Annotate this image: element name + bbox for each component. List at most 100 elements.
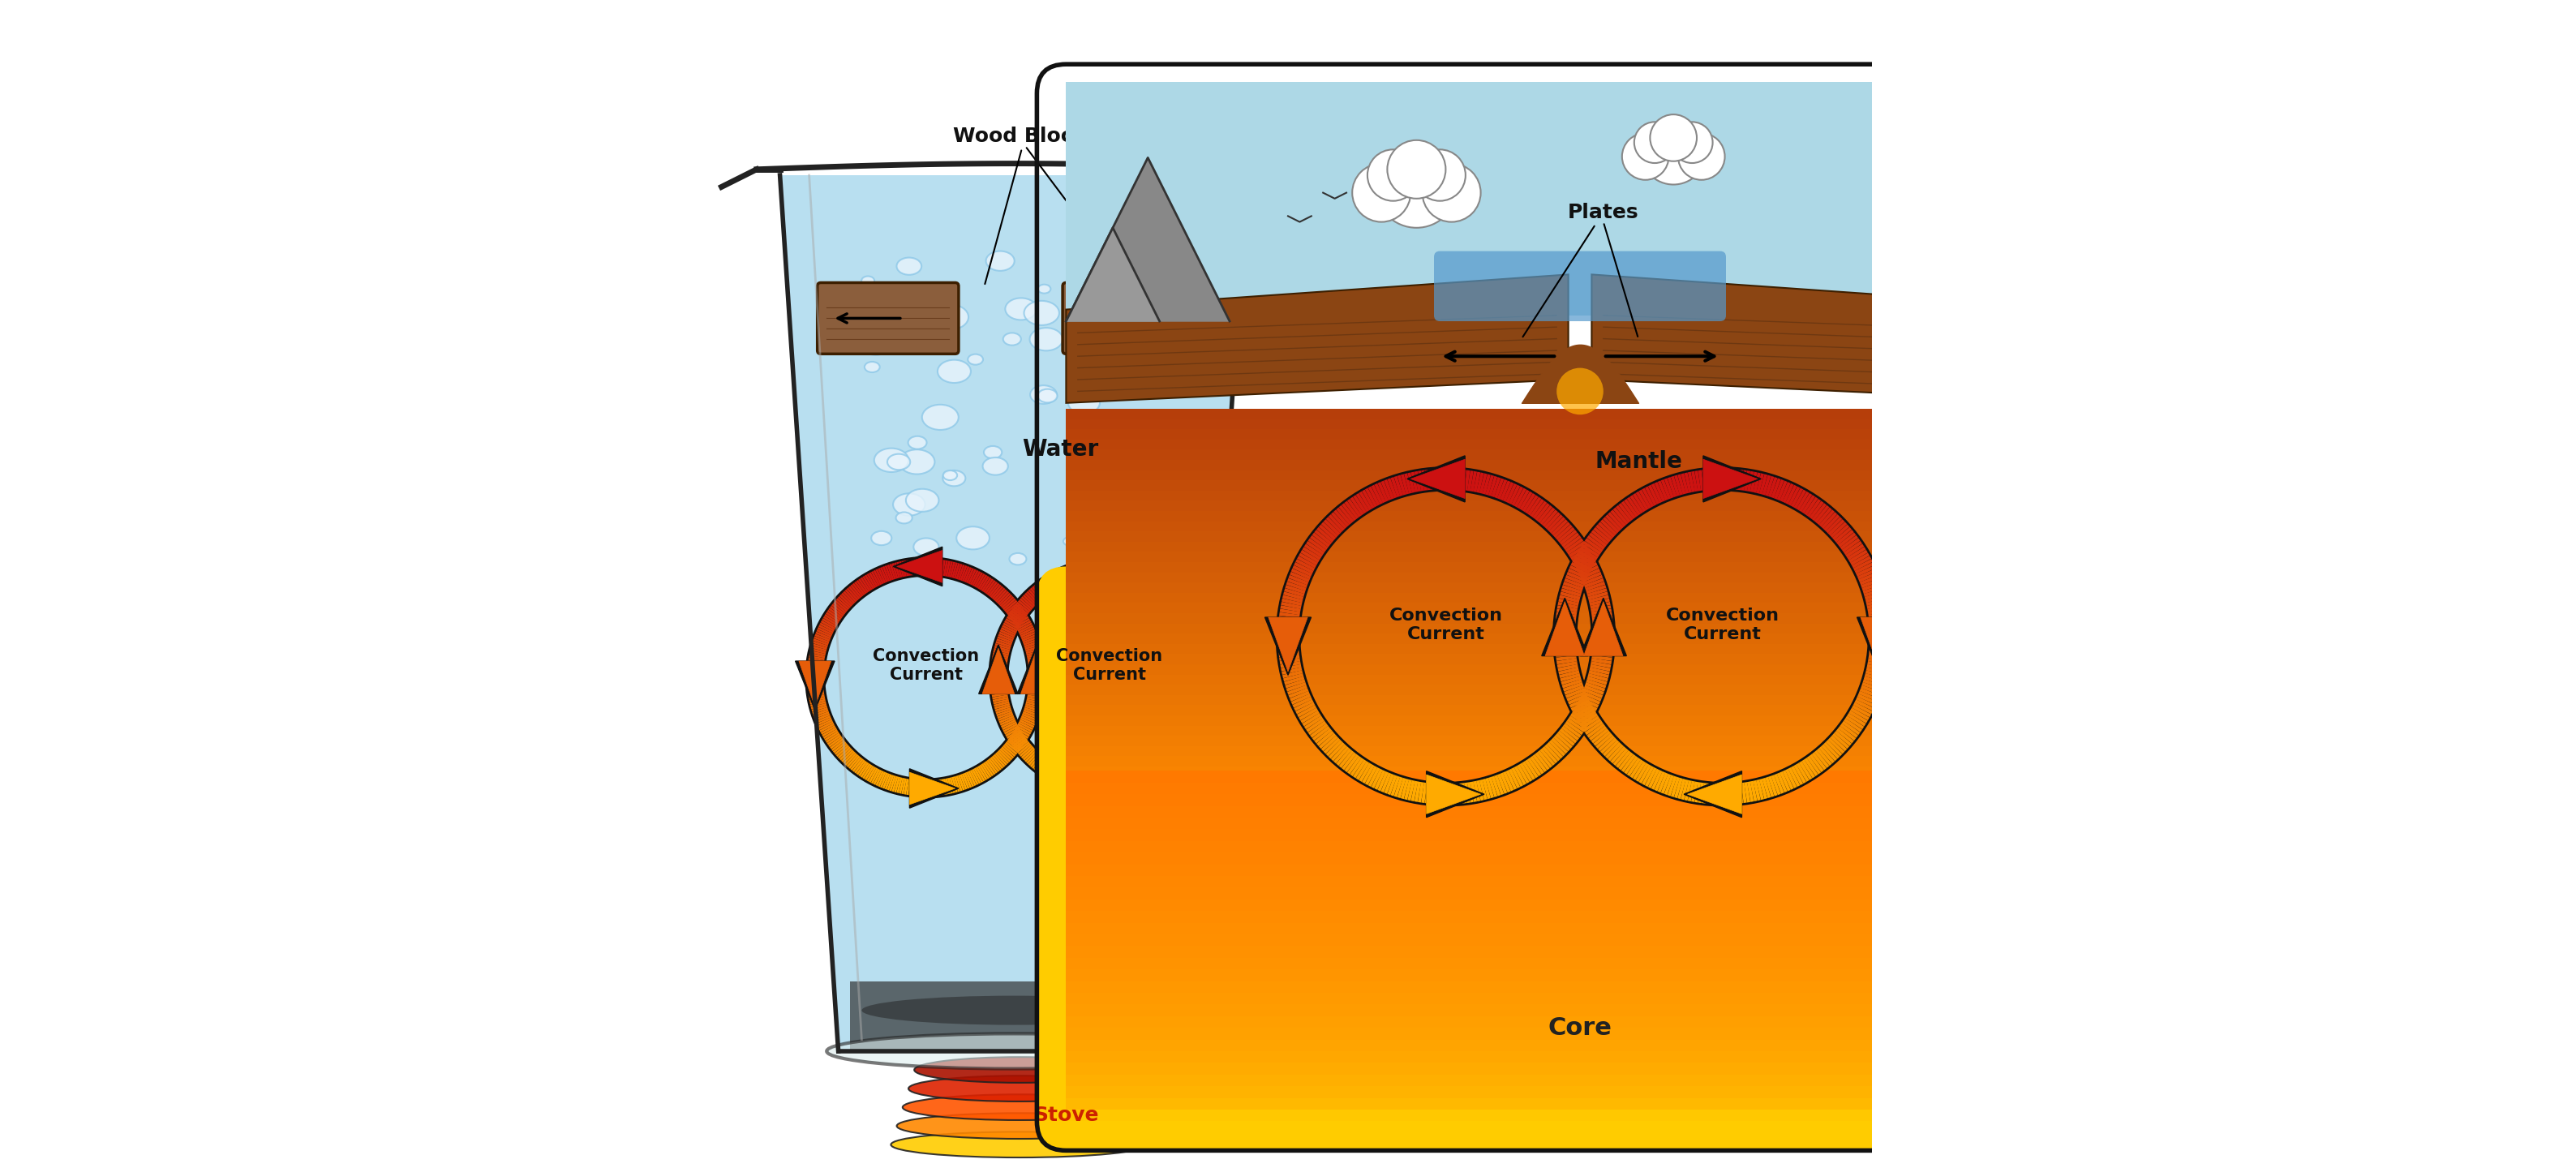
Bar: [1066, 439, 2094, 450]
Circle shape: [1388, 140, 1445, 199]
Polygon shape: [796, 661, 835, 710]
Polygon shape: [1703, 456, 1762, 502]
Polygon shape: [781, 175, 1247, 1051]
Ellipse shape: [984, 446, 1002, 459]
Bar: [1066, 946, 2094, 958]
Ellipse shape: [1030, 328, 1064, 350]
Polygon shape: [1265, 617, 1311, 675]
Bar: [1066, 409, 2094, 419]
Polygon shape: [1066, 228, 1159, 321]
Bar: [1066, 807, 2094, 818]
Bar: [1066, 771, 2094, 783]
Ellipse shape: [938, 360, 971, 383]
Bar: [1066, 777, 2094, 787]
Ellipse shape: [943, 471, 958, 480]
Ellipse shape: [933, 305, 969, 329]
Ellipse shape: [914, 1057, 1126, 1083]
Ellipse shape: [866, 317, 891, 334]
Ellipse shape: [1030, 385, 1056, 404]
Bar: [1066, 603, 2094, 613]
Bar: [1066, 1086, 2094, 1098]
Polygon shape: [1077, 769, 1126, 808]
Bar: [1066, 572, 2094, 583]
Polygon shape: [2030, 239, 2112, 321]
Circle shape: [1368, 150, 1419, 201]
Bar: [1066, 521, 2094, 531]
Bar: [1066, 592, 2094, 603]
Ellipse shape: [1069, 374, 1084, 384]
Text: Core: Core: [1548, 1016, 1613, 1040]
Ellipse shape: [907, 489, 938, 512]
Ellipse shape: [1095, 291, 1118, 306]
Ellipse shape: [866, 362, 881, 373]
Bar: [1066, 864, 2094, 876]
Ellipse shape: [1064, 537, 1077, 545]
Text: Convection
Current: Convection Current: [1667, 607, 1780, 642]
Polygon shape: [1685, 771, 1741, 818]
Ellipse shape: [1556, 368, 1602, 415]
Polygon shape: [1546, 602, 1584, 656]
Ellipse shape: [871, 531, 891, 545]
FancyBboxPatch shape: [817, 283, 958, 354]
Bar: [1066, 876, 2094, 888]
Polygon shape: [1592, 274, 2094, 403]
Bar: [1066, 1016, 2094, 1028]
Bar: [1066, 746, 2094, 757]
FancyBboxPatch shape: [1066, 82, 2094, 315]
Polygon shape: [850, 981, 1177, 1051]
Bar: [1066, 470, 2094, 480]
Circle shape: [1651, 114, 1698, 161]
Circle shape: [1352, 164, 1412, 222]
Polygon shape: [1092, 550, 1139, 583]
Polygon shape: [1703, 459, 1757, 499]
Ellipse shape: [1038, 389, 1056, 403]
Ellipse shape: [1136, 456, 1167, 477]
Bar: [1066, 1040, 2094, 1051]
Ellipse shape: [896, 314, 930, 339]
Polygon shape: [896, 550, 943, 583]
Bar: [1066, 613, 2094, 624]
Ellipse shape: [1146, 520, 1164, 531]
Polygon shape: [1937, 134, 2112, 321]
Polygon shape: [1200, 661, 1239, 710]
Polygon shape: [1018, 645, 1056, 694]
Bar: [1066, 542, 2094, 552]
Ellipse shape: [863, 995, 1164, 1026]
Bar: [1066, 1028, 2094, 1040]
Ellipse shape: [1105, 494, 1126, 508]
Polygon shape: [1203, 661, 1236, 707]
Text: Convection
Current: Convection Current: [1056, 648, 1162, 683]
Ellipse shape: [1069, 391, 1100, 413]
Polygon shape: [1066, 274, 1569, 403]
Ellipse shape: [873, 449, 909, 472]
Polygon shape: [1584, 602, 1623, 656]
Ellipse shape: [863, 336, 889, 355]
Text: Convection
Current: Convection Current: [873, 648, 979, 683]
Ellipse shape: [987, 251, 1015, 271]
Bar: [1066, 1051, 2094, 1063]
Polygon shape: [1579, 598, 1625, 656]
Ellipse shape: [896, 1113, 1141, 1139]
Bar: [1066, 491, 2094, 501]
Ellipse shape: [956, 527, 989, 549]
Bar: [1066, 1004, 2094, 1016]
Ellipse shape: [922, 404, 958, 430]
Polygon shape: [1412, 459, 1466, 499]
Ellipse shape: [1002, 333, 1020, 346]
Ellipse shape: [896, 513, 912, 523]
Polygon shape: [1860, 617, 1899, 672]
Ellipse shape: [1038, 285, 1051, 293]
Text: Mantle: Mantle: [1595, 450, 1682, 473]
Bar: [1066, 934, 2094, 946]
Ellipse shape: [1141, 446, 1157, 457]
Bar: [1066, 429, 2094, 439]
Ellipse shape: [894, 493, 925, 515]
Bar: [1066, 969, 2094, 981]
Bar: [1066, 797, 2094, 807]
Bar: [1066, 958, 2094, 969]
Ellipse shape: [1113, 267, 1136, 284]
Bar: [1066, 460, 2094, 471]
FancyBboxPatch shape: [1435, 251, 1726, 321]
Polygon shape: [1857, 617, 1904, 675]
Bar: [1066, 705, 2094, 715]
